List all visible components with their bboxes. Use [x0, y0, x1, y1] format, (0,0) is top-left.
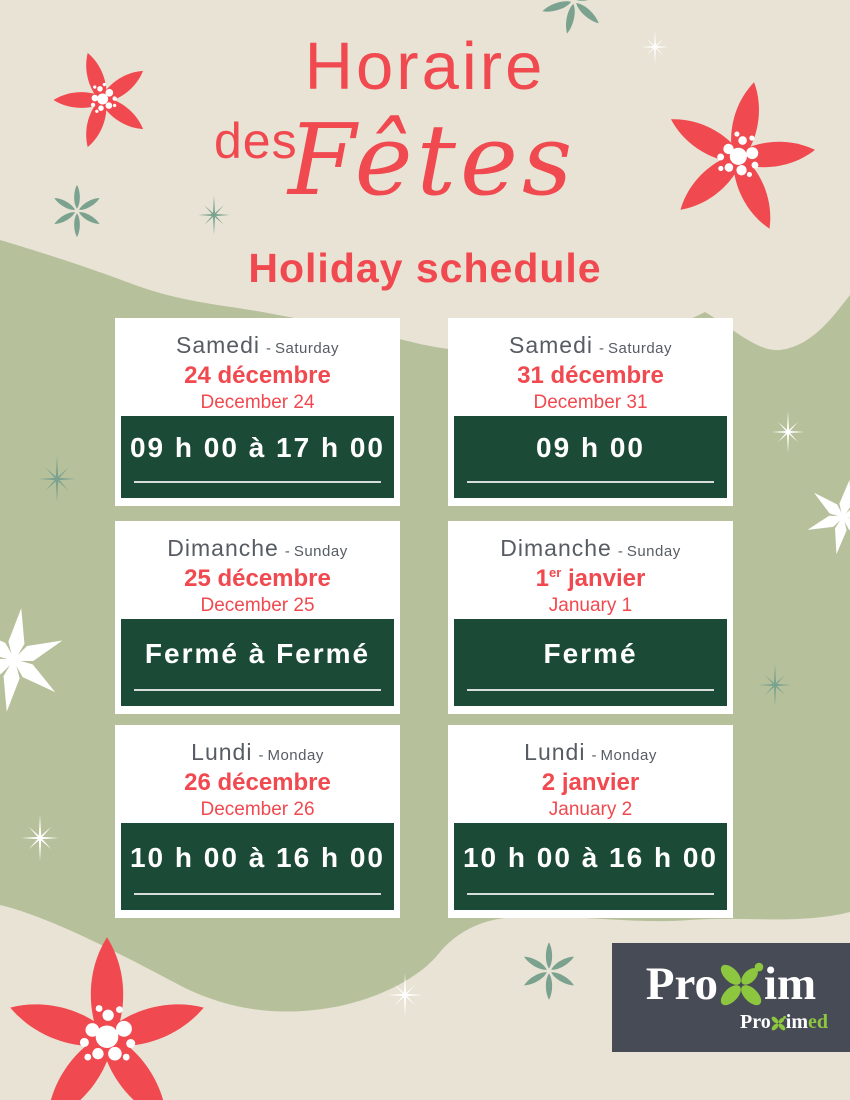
date-fr: 2 janvier: [454, 769, 727, 797]
day-label: Samedi - Saturday: [454, 332, 727, 359]
date-fr: 1er janvier: [454, 565, 727, 593]
hours-panel: 09 h 00: [454, 416, 727, 498]
hours-panel: Fermé: [454, 619, 727, 706]
day-en: Sunday: [293, 543, 348, 560]
day-separator: -: [598, 340, 605, 357]
schedule-card-dec31: Samedi - Saturday 31 décembre December 31 …: [448, 318, 733, 506]
proximed-brand: Pro im ed: [740, 1011, 828, 1034]
day-separator: -: [284, 543, 291, 560]
date-fr-main: 25 décembre: [184, 565, 331, 592]
day-separator: -: [258, 747, 265, 764]
proxim-x-icon: [717, 961, 765, 1009]
day-fr: Lundi: [524, 739, 586, 765]
hours-text: 09 h 00: [536, 432, 645, 463]
proxim-x-icon: [770, 1014, 787, 1032]
hours-panel: 09 h 00 à 17 h 00: [121, 416, 394, 498]
card-header: Samedi - Saturday 24 décembre December 24: [121, 318, 394, 416]
card-header: Dimanche - Sunday 25 décembre December 25: [121, 521, 394, 619]
day-label: Dimanche - Sunday: [121, 535, 394, 562]
day-fr: Dimanche: [500, 535, 612, 561]
sparkle-icon: [34, 455, 80, 503]
sub-post: ed: [808, 1011, 828, 1033]
schedule-card-dec25: Dimanche - Sunday 25 décembre December 25 …: [115, 521, 400, 714]
card-header: Dimanche - Sunday 1er janvier January 1: [454, 521, 727, 619]
day-label: Lundi - Monday: [454, 739, 727, 766]
hours-text: 09 h 00 à 17 h 00: [129, 432, 386, 463]
day-en: Monday: [600, 747, 657, 764]
date-en: January 2: [548, 799, 633, 820]
hours-underline: [467, 481, 714, 483]
brand-post: im: [764, 958, 817, 1010]
date-fr: 31 décembre: [454, 362, 727, 390]
date-fr-main: 1: [535, 565, 549, 592]
sparkle-icon: [194, 195, 234, 235]
hours-underline: [134, 481, 381, 483]
date-en: December 26: [200, 799, 315, 820]
day-fr: Samedi: [508, 332, 593, 358]
schedule-card-dec24: Samedi - Saturday 24 décembre December 24 …: [115, 318, 400, 506]
card-header: Lundi - Monday 26 décembre December 26: [121, 725, 394, 823]
hours-text: Fermé: [543, 637, 638, 669]
date-en: December 25: [200, 595, 315, 616]
schedule-card-dec26: Lundi - Monday 26 décembre December 26 10 …: [115, 725, 400, 918]
sub-mid: im: [785, 1011, 808, 1033]
day-en: Sunday: [626, 543, 681, 560]
day-fr: Dimanche: [167, 535, 279, 561]
brand-pre: Pro: [645, 958, 718, 1010]
hours-underline: [467, 689, 714, 691]
sub-pre: Pro: [740, 1011, 771, 1033]
day-fr: Samedi: [175, 332, 260, 358]
hours-text: 10 h 00 à 16 h 00: [129, 841, 386, 873]
page-title-fr: Horaire: [304, 29, 546, 104]
card-header: Lundi - Monday 2 janvier January 2: [454, 725, 727, 823]
hours-underline: [134, 893, 381, 895]
hours-text: Fermé à Fermé: [144, 637, 371, 669]
date-fr-sup: er: [549, 565, 562, 580]
hours-panel: Fermé à Fermé: [121, 619, 394, 706]
schedule-card-jan1: Dimanche - Sunday 1er janvier January 1 Fe…: [448, 521, 733, 714]
proxim-logo: Pro im Pro im ed: [612, 943, 850, 1052]
date-en: December 24: [200, 392, 315, 413]
day-separator: -: [265, 340, 272, 357]
date-fr: 25 décembre: [121, 565, 394, 593]
day-en: Saturday: [607, 340, 673, 357]
hours-text: 10 h 00 à 16 h 00: [462, 841, 719, 873]
hours-underline: [134, 689, 381, 691]
page-title-en: Holiday schedule: [248, 245, 602, 291]
date-fr-main: 26 décembre: [184, 769, 331, 796]
sparkle-icon: [767, 411, 809, 453]
date-en: January 1: [548, 595, 633, 616]
snowflake-icon: [52, 184, 102, 238]
day-separator: -: [591, 747, 598, 764]
sparkle-icon: [754, 664, 796, 706]
day-separator: -: [617, 543, 624, 560]
snowflake-icon: [522, 942, 576, 1000]
day-label: Samedi - Saturday: [121, 332, 394, 359]
day-label: Lundi - Monday: [121, 739, 394, 766]
date-fr: 26 décembre: [121, 769, 394, 797]
date-fr: 24 décembre: [121, 362, 394, 390]
date-fr-main: 2 janvier: [541, 769, 640, 796]
date-fr-main: 24 décembre: [184, 362, 331, 389]
day-en: Saturday: [274, 340, 340, 357]
date-fr-rest: janvier: [561, 565, 646, 592]
page-title-fetes: Fêtes: [288, 104, 577, 218]
sparkle-icon: [383, 973, 427, 1017]
page-title-des: des: [214, 113, 298, 169]
day-en: Monday: [267, 747, 324, 764]
hours-underline: [467, 893, 714, 895]
day-fr: Lundi: [191, 739, 253, 765]
proxim-brand: Pro im: [612, 957, 850, 1011]
hours-panel: 10 h 00 à 16 h 00: [454, 823, 727, 910]
sparkle-icon: [17, 814, 63, 862]
schedule-card-jan2: Lundi - Monday 2 janvier January 2 10 h 00…: [448, 725, 733, 918]
poinsettia-icon: [5, 937, 209, 1100]
date-fr-main: 31 décembre: [517, 362, 664, 389]
hours-panel: 10 h 00 à 16 h 00: [121, 823, 394, 910]
date-en: December 31: [533, 392, 648, 413]
card-header: Samedi - Saturday 31 décembre December 31: [454, 318, 727, 416]
day-label: Dimanche - Sunday: [454, 535, 727, 562]
